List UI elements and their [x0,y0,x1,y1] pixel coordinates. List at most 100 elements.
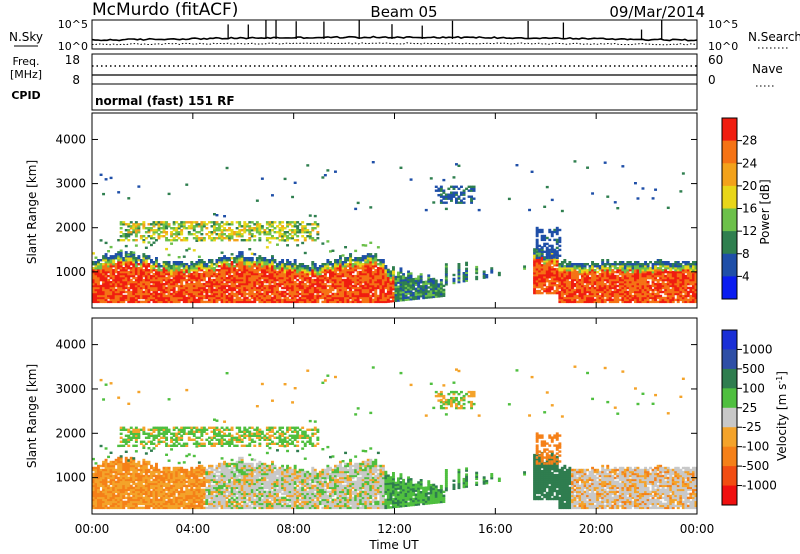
power-cell [681,274,685,278]
power-cell [235,290,239,294]
power-cell [210,274,214,278]
power-cell [538,289,542,293]
power-cell [102,284,106,288]
power-cell [142,300,146,304]
power-cell [606,272,610,276]
power-cell [394,275,398,279]
power-cell [661,261,665,264]
power-cell [334,296,337,300]
power-cell [253,263,257,266]
power-cell [144,257,148,260]
power-cell [444,271,448,274]
power-cell [195,235,199,238]
power-cell [444,207,448,211]
power-cell [119,231,123,234]
power-cell [654,294,658,298]
power-cell [618,278,622,282]
power-cell [238,276,242,280]
power-cell [165,294,169,298]
power-cell [94,292,98,296]
power-cell [220,229,224,232]
power-cell [560,276,564,280]
power-cell [361,263,365,266]
power-cell [601,292,605,296]
power-cell [139,284,143,288]
power-cell [671,288,675,292]
power-cell [621,296,625,300]
power-cell [286,261,290,264]
power-cell [618,294,622,298]
power-cell [550,282,554,285]
power-cell [223,233,227,236]
power-cell [215,274,219,278]
power-cell [613,263,617,266]
power-cell [225,229,229,232]
power-cell [276,292,279,296]
power-cell [346,276,350,280]
power-cell [649,284,653,288]
power-cell [402,290,406,294]
power-cell [444,283,448,286]
power-cell [334,269,337,272]
station-title: McMurdo (fitACF) [92,0,238,20]
power-cell [684,282,688,286]
power-cell [351,280,355,284]
power-cell [177,223,181,226]
beam-title: Beam 05 [370,3,437,21]
power-cell [112,278,116,282]
power-cell [235,227,239,230]
velocity-cell [99,476,103,480]
power-cell [245,292,249,296]
power-cell [112,274,116,278]
power-cell [233,286,237,290]
power-cell [155,276,158,280]
power-cell [646,298,650,302]
power-cell [283,270,287,274]
power-cell [533,248,537,251]
power-cell [313,239,317,242]
power-cell [359,263,363,266]
power-cell [255,225,259,228]
velocity-cell [104,470,108,474]
power-cell [238,288,242,292]
power-cell [336,269,340,272]
power-cell [596,278,600,282]
power-cell [679,267,683,270]
power-cell [122,294,126,298]
power-cell [190,269,194,272]
power-cell [452,191,456,194]
power-cell [127,253,131,256]
power-cell [200,272,204,276]
power-cell [177,298,181,302]
power-cell [364,288,368,292]
power-cell [208,278,211,282]
power-cell [568,292,572,296]
power-cell [278,235,282,238]
power-cell [258,231,262,234]
power-cell [369,261,373,264]
power-cell [122,267,126,270]
power-cell [218,288,221,292]
power-cell [152,241,156,244]
velocity-cell [109,488,113,492]
power-cell [354,257,358,260]
power-cell [160,235,164,238]
power-cell [298,298,302,302]
power-cell [306,164,310,167]
power-cell [223,278,227,282]
power-cell [341,274,345,278]
power-cell [316,237,320,240]
power-cell [366,257,370,260]
power-cell [565,272,569,276]
power-cell [555,250,559,253]
power-cell [205,270,209,274]
power-cell [636,269,640,272]
power-cell [339,294,342,298]
power-cell [583,298,587,302]
power-cell [139,270,143,274]
power-cell [560,288,564,292]
power-cell [177,278,181,282]
power-cell [311,294,315,298]
power-cell [321,286,325,290]
power-cell [263,290,267,294]
